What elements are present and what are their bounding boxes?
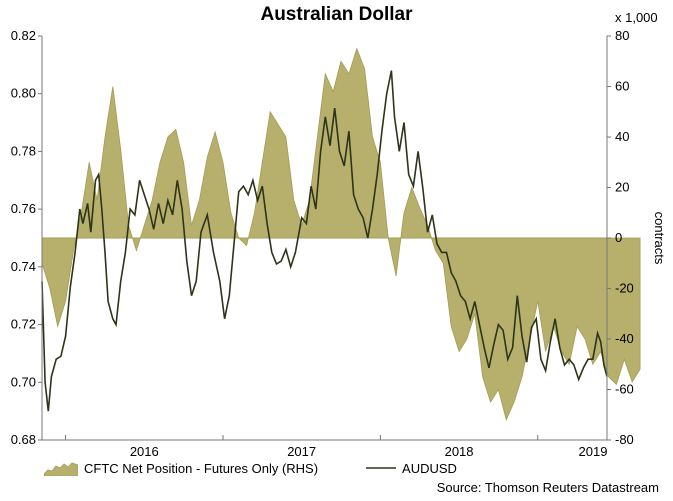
left-tick-label: 0.70 (11, 374, 36, 389)
series-area-cftc (41, 47, 641, 422)
x-tick-label: 2016 (130, 444, 159, 459)
right-tick-label: -40 (615, 331, 634, 346)
right-tick-label: 40 (615, 129, 629, 144)
right-tick-label: -80 (615, 432, 634, 447)
left-tick-label: 0.78 (11, 143, 36, 158)
left-tick-label: 0.72 (11, 317, 36, 332)
left-tick-label: 0.80 (11, 86, 36, 101)
legend-swatch-area (44, 462, 78, 476)
left-tick-label: 0.74 (11, 259, 36, 274)
source-note: Source: Thomson Reuters Datastream (436, 480, 659, 495)
right-axis-unit: x 1,000 (615, 10, 658, 25)
series-line-audusd (41, 70, 608, 412)
left-tick-label: 0.82 (11, 28, 36, 43)
left-tick-label: 0.68 (11, 432, 36, 447)
legend-swatch-line (366, 467, 397, 469)
legend-item-cftc: CFTC Net Position - Futures Only (RHS) (44, 460, 318, 476)
right-tick-label: 80 (615, 28, 629, 43)
right-axis-label: contracts (652, 212, 667, 265)
right-tick-label: -20 (615, 281, 634, 296)
left-tick-label: 0.76 (11, 201, 36, 216)
x-tick-label: 2018 (445, 444, 474, 459)
right-tick-label: -60 (615, 382, 634, 397)
right-tick-label: 0 (615, 230, 622, 245)
right-tick-label: 20 (615, 180, 629, 195)
x-tick-label: 2017 (287, 444, 316, 459)
legend-label-audusd: AUDUSD (402, 460, 457, 476)
chart-title: Australian Dollar (260, 4, 413, 25)
x-tick-label: 2019 (579, 444, 608, 459)
legend: CFTC Net Position - Futures Only (RHS) A… (44, 460, 505, 476)
legend-label-cftc: CFTC Net Position - Futures Only (RHS) (84, 460, 319, 476)
plot-area: 0.68 0.70 0.72 0.74 0.76 0.78 0.80 0.82 -80 -60 -4… (11, 10, 667, 459)
right-tick-label: 60 (615, 79, 629, 94)
legend-item-audusd: AUDUSD (366, 460, 457, 476)
